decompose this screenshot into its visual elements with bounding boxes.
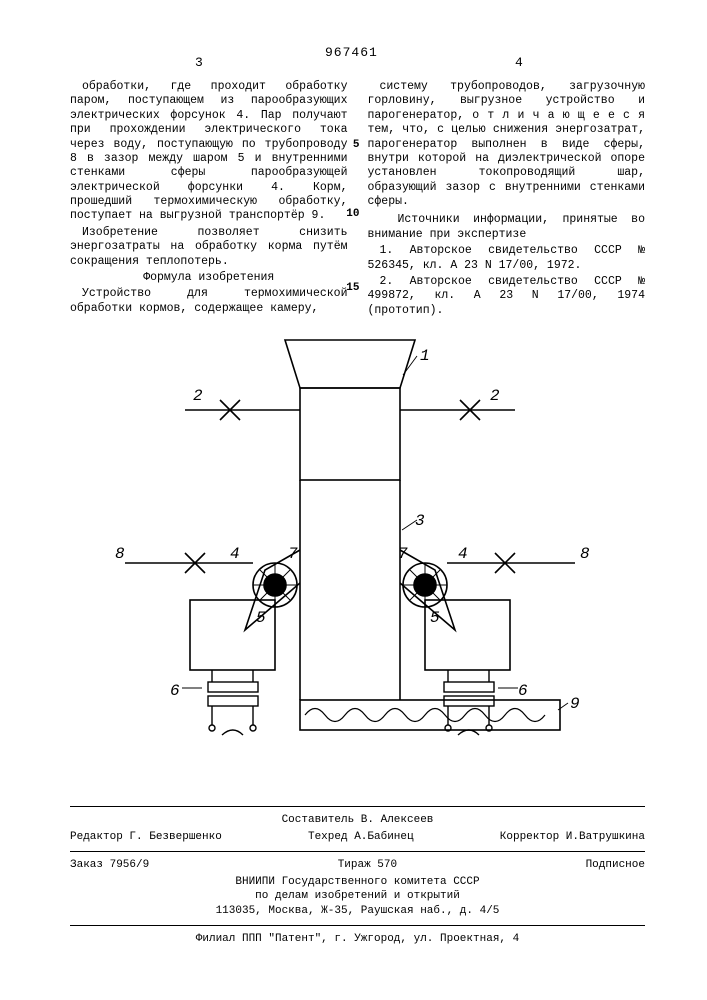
org-line-1: ВНИИПИ Государственного комитета СССР <box>70 875 645 890</box>
svg-text:6: 6 <box>170 682 180 700</box>
svg-text:6: 6 <box>518 682 528 700</box>
org-line-2: по делам изобретений и открытий <box>70 889 645 904</box>
line-ref: 5 <box>353 139 360 153</box>
patent-number: 967461 <box>325 45 378 60</box>
text-p: Изобретение позволяет снизить энергозатр… <box>70 226 348 269</box>
svg-text:8: 8 <box>115 545 125 563</box>
order-number: Заказ 7956/9 <box>70 858 149 873</box>
svg-text:4: 4 <box>230 545 240 563</box>
svg-text:7: 7 <box>398 545 408 563</box>
tech-editor: Техред А.Бабинец <box>308 830 414 845</box>
editor: Редактор Г. Безвершенко <box>70 830 222 845</box>
corrector: Корректор И.Ватрушкина <box>500 830 645 845</box>
svg-text:4: 4 <box>458 545 468 563</box>
svg-text:8: 8 <box>580 545 590 563</box>
svg-text:5: 5 <box>430 609 440 627</box>
line-ref: 15 <box>346 282 359 296</box>
svg-text:3: 3 <box>415 512 425 530</box>
tirazh: Тираж 570 <box>338 858 397 873</box>
page-number-right: 4 <box>515 55 523 70</box>
text-p: 2. Авторское свидетельство СССР № 499872… <box>368 275 646 318</box>
text-p: обработки, где проходит обработку паром,… <box>70 80 348 224</box>
formula-header: Формула изобретения <box>70 271 348 285</box>
svg-text:7: 7 <box>288 545 298 563</box>
branch: Филиал ППП "Патент", г. Ужгород, ул. Про… <box>70 932 645 947</box>
text-p: Устройство для термохимической обработки… <box>70 287 348 316</box>
svg-text:5: 5 <box>256 609 266 627</box>
text-p: 1. Авторское свидетельство СССР № 526345… <box>368 244 646 273</box>
diagram: 1 2 2 3 4 4 5 5 6 6 7 7 8 8 9 <box>70 330 630 760</box>
address: 113035, Москва, Ж-35, Раушская наб., д. … <box>70 904 645 919</box>
sources-header: Источники информации, принятые во вниман… <box>368 213 646 242</box>
footer: Составитель В. Алексеев Редактор Г. Безв… <box>70 800 645 947</box>
svg-text:2: 2 <box>193 387 203 405</box>
column-right: систему трубопроводов, загрузочную горло… <box>368 80 646 320</box>
svg-text:2: 2 <box>490 387 500 405</box>
line-ref: 10 <box>346 208 359 222</box>
svg-text:9: 9 <box>570 695 580 713</box>
subscription: Подписное <box>586 858 645 873</box>
compiler: Составитель В. Алексеев <box>70 813 645 828</box>
svg-text:1: 1 <box>420 347 430 365</box>
column-left: обработки, где проходит обработку паром,… <box>70 80 348 320</box>
page-number-left: 3 <box>195 55 203 70</box>
text-p: систему трубопроводов, загрузочную горло… <box>368 80 646 209</box>
